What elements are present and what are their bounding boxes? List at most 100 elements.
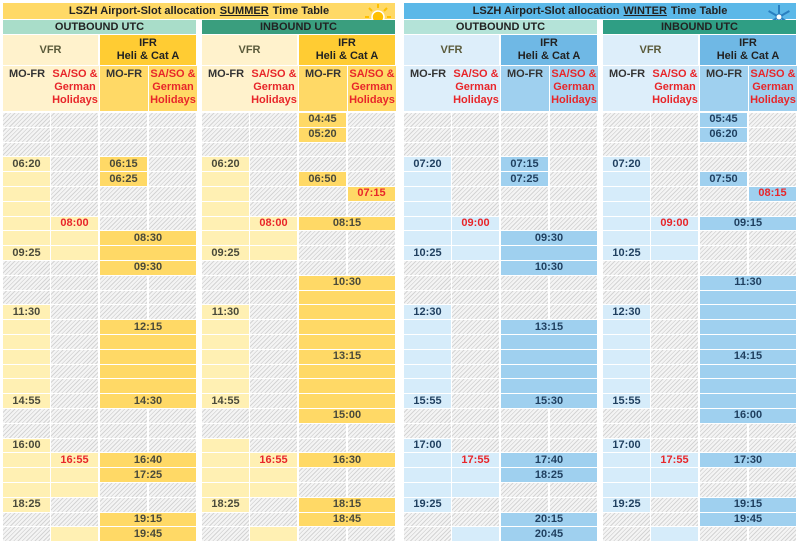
slot-cell xyxy=(700,261,747,275)
slot-cell xyxy=(651,290,698,305)
slot-cell xyxy=(100,187,147,201)
direction-header: INBOUND UTC xyxy=(202,20,395,34)
slot-cell xyxy=(299,231,346,246)
slot-cell xyxy=(452,275,499,290)
slot-cell xyxy=(202,379,249,394)
slot-cell xyxy=(202,364,249,379)
slot-cell xyxy=(603,320,650,334)
title-prefix: LSZH Airport-Slot allocation xyxy=(472,4,620,17)
panel-title: LSZH Airport-Slot allocation WINTER Time T… xyxy=(404,3,796,19)
slot-cell xyxy=(149,157,196,172)
slot-cell: 09:30 xyxy=(100,261,196,275)
slot-cell: 07:50 xyxy=(700,172,747,186)
slot-cell xyxy=(348,527,395,542)
slot-cell xyxy=(51,483,98,497)
slot-cell xyxy=(749,527,796,542)
slot-cell: 10:30 xyxy=(299,275,395,290)
slot-cell xyxy=(51,423,98,438)
slot-cell xyxy=(202,172,249,186)
slot-cell xyxy=(3,127,50,142)
slot-cell xyxy=(404,335,451,349)
slot-cell xyxy=(404,275,451,290)
slot-cell xyxy=(651,172,698,186)
slot-cell: 15:55 xyxy=(404,394,451,408)
slot-cell xyxy=(202,409,249,423)
weekend-header: SA/SO & German Holidays xyxy=(51,66,99,111)
slot-cell xyxy=(603,187,650,201)
slot-cell: 08:00 xyxy=(250,216,297,231)
slot-cell xyxy=(51,497,98,512)
slot-cell xyxy=(700,527,747,542)
direction-header: INBOUND UTC xyxy=(603,20,796,34)
slot-cell xyxy=(202,216,249,231)
slot-cell xyxy=(404,320,451,334)
slot-cell: 08:30 xyxy=(100,231,196,246)
slot-cell xyxy=(348,127,395,142)
slot-cell xyxy=(250,231,297,246)
slot-cell xyxy=(404,142,451,157)
slot-cell xyxy=(550,423,597,438)
slot-cell: 11:30 xyxy=(700,275,796,290)
slot-cell xyxy=(250,527,297,542)
slot-cell: 17:30 xyxy=(700,453,796,468)
slot-cell xyxy=(603,512,650,527)
slot-cell: 09:25 xyxy=(3,246,50,260)
slot-cell xyxy=(603,231,650,246)
weekday-header: MO-FR xyxy=(700,66,748,111)
panel-title: LSZH Airport-Slot allocation SUMMER Time T… xyxy=(3,3,395,19)
slot-cell xyxy=(404,113,451,127)
slot-cell xyxy=(404,231,451,246)
slot-cell xyxy=(149,275,196,290)
slot-cell xyxy=(51,275,98,290)
slot-cell: 07:20 xyxy=(603,157,650,172)
slot-cell: 06:20 xyxy=(700,127,747,142)
slot-cell xyxy=(404,468,451,482)
slot-cell: 11:30 xyxy=(3,305,50,320)
slot-cell xyxy=(100,275,147,290)
slot-cell xyxy=(700,142,747,157)
slot-cell xyxy=(51,438,98,453)
slot-cell: 06:20 xyxy=(3,157,50,172)
slot-cell xyxy=(250,468,297,482)
slot-cell xyxy=(348,246,395,260)
slot-cell xyxy=(603,216,650,231)
slot-cell: 16:00 xyxy=(3,438,50,453)
slot-cell xyxy=(299,305,395,320)
slot-cell xyxy=(550,172,597,186)
slot-cell xyxy=(3,142,50,157)
slot-cell xyxy=(501,379,597,394)
slot-cell xyxy=(202,438,249,453)
slot-cell xyxy=(700,423,747,438)
slot-cell xyxy=(348,201,395,216)
slot-cell xyxy=(550,142,597,157)
ifr-sub-label: Heli & Cat A xyxy=(315,50,379,62)
slot-cell xyxy=(348,231,395,246)
slot-cell xyxy=(749,423,796,438)
weekday-header: MO-FR xyxy=(299,66,347,111)
slot-cell: 08:15 xyxy=(299,216,395,231)
slot-cell xyxy=(452,142,499,157)
slot-cell: 07:25 xyxy=(501,172,548,186)
slot-cell xyxy=(299,290,395,305)
slot-cell xyxy=(348,468,395,482)
slot-cell xyxy=(603,275,650,290)
slot-cell xyxy=(603,201,650,216)
slot-cell xyxy=(501,127,548,142)
slot-cell: 19:15 xyxy=(100,512,196,527)
slot-cell xyxy=(149,187,196,201)
slot-cell: 18:45 xyxy=(299,512,395,527)
slot-cell: 07:20 xyxy=(404,157,451,172)
slot-cell xyxy=(202,349,249,364)
slot-cell xyxy=(700,187,747,201)
slot-cell xyxy=(501,142,548,157)
slot-cell xyxy=(404,453,451,468)
slot-cell xyxy=(299,157,346,172)
slot-cell xyxy=(348,438,395,453)
slot-cell xyxy=(3,231,50,246)
ifr-label: IFR xyxy=(739,37,757,49)
slot-cell: 10:30 xyxy=(501,261,597,275)
slot-cell xyxy=(51,231,98,246)
slot-cell xyxy=(250,349,297,364)
slot-cell xyxy=(651,497,698,512)
